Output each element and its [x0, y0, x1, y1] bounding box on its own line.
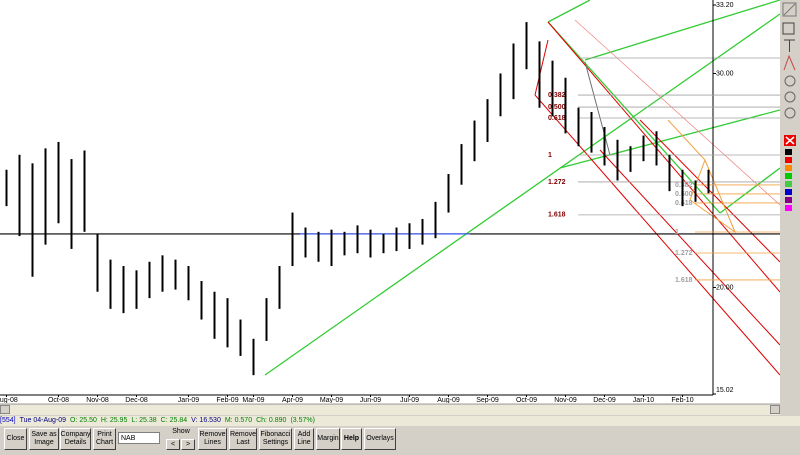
color-swatch[interactable] — [785, 205, 792, 211]
fib-label: 1 — [675, 229, 679, 236]
fib-label: 0.618 — [675, 200, 693, 207]
tool-icon[interactable] — [783, 3, 796, 16]
color-swatch[interactable] — [785, 157, 792, 163]
status-field: L: 25.38 — [131, 417, 157, 424]
fib-label: 1.272 — [675, 250, 693, 257]
pitchfork-line — [639, 119, 780, 263]
status-field: V: 16.530 — [191, 417, 221, 424]
prev-button[interactable]: < — [166, 439, 180, 450]
status-field: Tue 04-Aug-09 — [19, 417, 67, 424]
status-field: (3.57%) — [290, 417, 315, 424]
color-swatch[interactable] — [785, 165, 792, 171]
symbol-input[interactable]: NAB — [118, 432, 160, 444]
scroll-left[interactable] — [0, 405, 10, 414]
pitchfork-line — [547, 0, 591, 23]
x-tick-label: Aug-08 — [0, 397, 18, 403]
pitchfork-line — [547, 21, 780, 293]
status-field: [554] — [0, 417, 16, 424]
company-button[interactable]: Company Details — [60, 428, 91, 450]
x-tick-label: Oct-08 — [48, 397, 69, 403]
tool-palette[interactable] — [780, 0, 800, 415]
x-tick-label: Jun-09 — [360, 397, 382, 403]
fib-label: 0.618 — [548, 115, 566, 122]
overlays-button[interactable]: Overlays — [364, 428, 396, 450]
status-bar: [554] Tue 04-Aug-09 O: 25.50 H: 25.95 L: 25.… — [0, 416, 800, 426]
y-tick-label: 33.20 — [716, 2, 734, 9]
color-swatch[interactable] — [785, 173, 792, 179]
pitchfork-line — [534, 94, 780, 376]
status-field: O: 25.50 — [70, 417, 97, 424]
y-tick-label: 30.00 — [716, 70, 734, 77]
print-button[interactable]: Print Chart — [93, 428, 116, 450]
pitchfork-line — [599, 149, 780, 346]
scroll-right[interactable] — [770, 405, 780, 414]
fib-label: 1.618 — [675, 277, 693, 284]
fib-label: 1.272 — [548, 179, 566, 186]
pitchfork-line — [584, 61, 611, 156]
x-tick-label: Jul-09 — [400, 397, 419, 403]
y-tick-label: 20.00 — [716, 284, 734, 291]
x-tick-label: Dec-09 — [593, 397, 616, 403]
x-tick-label: Feb-09 — [216, 397, 238, 403]
color-swatch[interactable] — [785, 197, 792, 203]
remove-last-button[interactable]: Remove Last — [229, 428, 257, 450]
add-line-button[interactable]: Add Line — [294, 428, 314, 450]
remove-lines-button[interactable]: Remove Lines — [198, 428, 227, 450]
fib-label: 0.500 — [548, 104, 566, 111]
show-label: Show — [172, 428, 190, 435]
x-tick-label: Jan-09 — [178, 397, 200, 403]
x-tick-label: Oct-09 — [516, 397, 537, 403]
pitchfork-line — [584, 0, 780, 61]
x-tick-label: Mar-09 — [242, 397, 264, 403]
pitchfork-line — [547, 21, 721, 214]
fib-label: 1.618 — [548, 212, 566, 219]
color-swatch[interactable] — [785, 181, 792, 187]
x-tick-label: Feb-10 — [671, 397, 693, 403]
y-tick-label: 15.02 — [716, 387, 734, 394]
tool-icon[interactable] — [782, 22, 795, 35]
fib-label: 0.500 — [675, 191, 693, 198]
status-field: Ch: 0.890 — [256, 417, 287, 424]
fib-button[interactable]: Fibonacci Settings — [259, 428, 292, 450]
close-button[interactable]: Close — [4, 428, 27, 450]
margin-button[interactable]: Margin — [316, 428, 340, 450]
tool-icon[interactable] — [784, 75, 796, 87]
chart: 33.20 30.00 20.00 15.02 Aug-08 Oct-08 Nov-08 De… — [0, 0, 780, 403]
help-button[interactable]: Help — [341, 428, 362, 450]
tool-icon[interactable] — [784, 107, 796, 119]
x-tick-label: Aug-09 — [437, 397, 460, 403]
pitchfork-line — [574, 19, 780, 206]
x-tick-label: Apr-09 — [282, 397, 303, 403]
x-tick-label: Nov-08 — [86, 397, 109, 403]
scrollbar[interactable] — [0, 404, 780, 415]
fib-label: 1 — [548, 152, 552, 159]
x-tick-label: May-09 — [320, 397, 343, 403]
tool-icon[interactable] — [782, 2, 797, 17]
drawing-tools — [264, 0, 780, 376]
tool-icon[interactable] — [783, 54, 796, 71]
fib-label: 0.382 — [548, 92, 566, 99]
status-field: H: 25.95 — [100, 417, 128, 424]
tool-icon[interactable] — [784, 39, 795, 52]
x-tick-label: Nov-09 — [554, 397, 577, 403]
status-field: C: 25.84 — [160, 417, 188, 424]
pitchfork-line — [264, 13, 780, 376]
fib-label: 0.382 — [675, 182, 693, 189]
pitchfork-line — [719, 167, 780, 214]
status-field: M: 0.570 — [224, 417, 253, 424]
pitchfork-line — [559, 109, 780, 169]
color-swatch[interactable] — [785, 149, 792, 155]
tool-icon[interactable] — [784, 91, 796, 103]
x-tick-label: Sep-09 — [476, 397, 499, 403]
save-button[interactable]: Save as Image — [29, 428, 59, 450]
x-tick-label: Jan-10 — [633, 397, 655, 403]
next-button[interactable]: > — [181, 439, 195, 450]
delete-icon[interactable] — [785, 136, 795, 145]
color-swatch[interactable] — [785, 189, 792, 195]
pitchfork-line — [534, 39, 549, 96]
x-tick-label: Dec-08 — [125, 397, 148, 403]
